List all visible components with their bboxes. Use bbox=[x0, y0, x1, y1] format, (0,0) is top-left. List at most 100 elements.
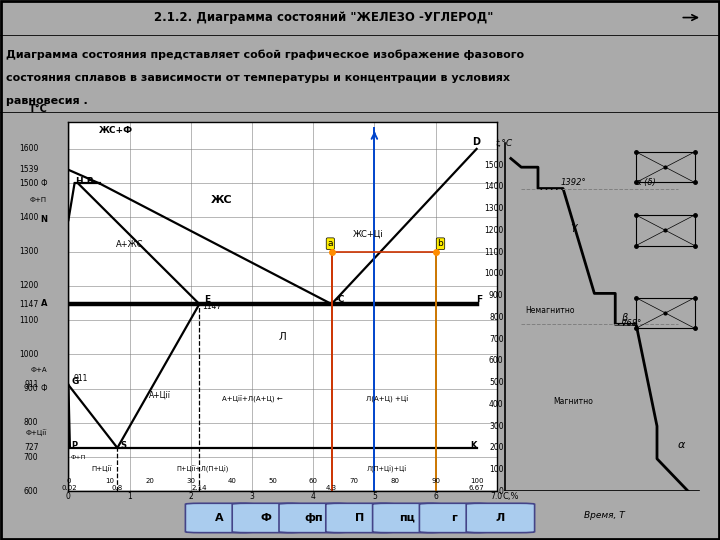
Text: 90: 90 bbox=[431, 478, 441, 484]
Text: Л: Л bbox=[279, 332, 287, 342]
Text: D: D bbox=[472, 137, 481, 147]
FancyBboxPatch shape bbox=[279, 503, 347, 532]
Text: 50: 50 bbox=[268, 478, 277, 484]
Text: 768°: 768° bbox=[621, 319, 642, 328]
Text: 1400: 1400 bbox=[484, 183, 503, 191]
Text: Л(П+Ці)+Ці: Л(П+Ці)+Ці bbox=[366, 465, 407, 473]
Text: 1100: 1100 bbox=[485, 247, 503, 256]
Text: 7.0: 7.0 bbox=[491, 492, 503, 502]
Text: Е: Е bbox=[204, 295, 210, 304]
Text: 2: 2 bbox=[189, 492, 193, 502]
Text: 0: 0 bbox=[66, 492, 71, 502]
FancyBboxPatch shape bbox=[325, 503, 395, 532]
Text: α: α bbox=[678, 440, 685, 450]
FancyBboxPatch shape bbox=[373, 503, 441, 532]
Text: 10: 10 bbox=[104, 478, 114, 484]
Text: Н В: Н В bbox=[76, 177, 94, 186]
Text: равновесия .: равновесия . bbox=[6, 96, 88, 106]
Text: 40: 40 bbox=[228, 478, 236, 484]
Text: 1500: 1500 bbox=[484, 160, 503, 170]
Text: 0.8: 0.8 bbox=[112, 484, 123, 490]
Text: Ф+П: Ф+П bbox=[71, 455, 86, 460]
Text: 1100: 1100 bbox=[19, 316, 38, 325]
Text: П+Ції+Л(П+Ці): П+Ції+Л(П+Ці) bbox=[177, 465, 229, 473]
Text: 0: 0 bbox=[66, 478, 71, 484]
Text: 1392°: 1392° bbox=[561, 178, 586, 187]
Text: 30: 30 bbox=[186, 478, 195, 484]
Text: T°C: T°C bbox=[29, 104, 48, 114]
Text: ЖС+Ф: ЖС+Ф bbox=[99, 126, 133, 134]
Text: 600: 600 bbox=[489, 356, 503, 366]
Text: П: П bbox=[356, 513, 364, 523]
Text: b: b bbox=[438, 239, 444, 248]
Text: 70: 70 bbox=[350, 478, 359, 484]
Text: 900: 900 bbox=[24, 384, 38, 393]
Text: Диаграмма состояния представляет собой графическое изображение фазового: Диаграмма состояния представляет собой г… bbox=[6, 49, 524, 60]
Text: 800: 800 bbox=[24, 418, 38, 427]
Text: 727: 727 bbox=[24, 443, 38, 453]
Text: П+Ції: П+Ції bbox=[92, 465, 112, 472]
Text: 6.67: 6.67 bbox=[469, 484, 485, 490]
Text: 600: 600 bbox=[24, 487, 38, 496]
Text: t,°C: t,°C bbox=[495, 139, 512, 148]
Text: 100: 100 bbox=[470, 478, 483, 484]
Text: Л(А+Ц) +Ці: Л(А+Ц) +Ці bbox=[366, 395, 408, 403]
Text: 0: 0 bbox=[499, 487, 503, 496]
Text: ЖС: ЖС bbox=[210, 195, 233, 205]
Text: 1300: 1300 bbox=[484, 204, 503, 213]
Text: Ф+П: Ф+П bbox=[30, 197, 47, 203]
Text: А: А bbox=[40, 299, 47, 307]
Text: Время, T: Время, T bbox=[585, 511, 625, 520]
Text: 1000: 1000 bbox=[19, 350, 38, 359]
Text: ЖС+Ці: ЖС+Ці bbox=[353, 230, 384, 239]
Text: Ф: Ф bbox=[40, 179, 47, 187]
Text: G: G bbox=[71, 377, 78, 386]
Text: 5: 5 bbox=[372, 492, 377, 502]
Text: 6: 6 bbox=[433, 492, 438, 502]
Text: 1539: 1539 bbox=[19, 165, 38, 174]
Text: γ: γ bbox=[570, 222, 577, 232]
Text: Немагнитно: Немагнитно bbox=[526, 306, 575, 315]
Text: 700: 700 bbox=[489, 335, 503, 343]
Text: 1200: 1200 bbox=[485, 226, 503, 235]
Text: 1400: 1400 bbox=[19, 213, 38, 222]
Text: S: S bbox=[120, 441, 127, 450]
Text: K: K bbox=[470, 441, 477, 450]
Text: 2.1.2. Диаграмма состояний "ЖЕЛЕЗО -УГЛЕРОД": 2.1.2. Диаграмма состояний "ЖЕЛЕЗО -УГЛЕ… bbox=[154, 11, 494, 24]
Text: β: β bbox=[621, 313, 628, 322]
Text: 1500: 1500 bbox=[19, 179, 38, 187]
Text: 80: 80 bbox=[390, 478, 400, 484]
Text: 700: 700 bbox=[24, 453, 38, 462]
Text: 1300: 1300 bbox=[19, 247, 38, 256]
Text: Ф: Ф bbox=[40, 384, 47, 393]
Text: 1600: 1600 bbox=[19, 144, 38, 153]
Text: 300: 300 bbox=[489, 422, 503, 430]
Text: состояния сплавов в зависимости от температуры и концентрации в условиях: состояния сплавов в зависимости от темпе… bbox=[6, 73, 510, 83]
Text: 60: 60 bbox=[309, 478, 318, 484]
Text: а: а bbox=[328, 239, 333, 248]
Text: А+Ції: А+Ції bbox=[149, 391, 171, 400]
Text: Магнитно: Магнитно bbox=[554, 397, 593, 407]
Text: С,%: С,% bbox=[503, 492, 519, 502]
Text: F: F bbox=[477, 295, 482, 304]
Text: 200: 200 bbox=[489, 443, 503, 453]
Text: г: г bbox=[451, 513, 456, 523]
Text: А: А bbox=[215, 513, 224, 523]
Text: Ф+А: Ф+А bbox=[30, 367, 47, 373]
Text: А+Ції+Л(А+Ц) ←: А+Ції+Л(А+Ц) ← bbox=[222, 395, 282, 403]
Text: 1200: 1200 bbox=[19, 281, 38, 291]
Text: 0.02: 0.02 bbox=[62, 484, 78, 490]
Text: 1: 1 bbox=[127, 492, 132, 502]
Text: α (δ): α (δ) bbox=[636, 178, 656, 187]
Text: 500: 500 bbox=[489, 378, 503, 387]
Text: 911: 911 bbox=[73, 374, 88, 383]
FancyBboxPatch shape bbox=[419, 503, 488, 532]
Text: -С: -С bbox=[335, 295, 345, 304]
FancyBboxPatch shape bbox=[185, 503, 253, 532]
Text: 100: 100 bbox=[489, 465, 503, 474]
Text: 20: 20 bbox=[145, 478, 155, 484]
Text: 1147: 1147 bbox=[202, 302, 221, 312]
Text: Ф+Ції: Ф+Ції bbox=[26, 430, 47, 437]
Text: Ф: Ф bbox=[261, 513, 272, 523]
Text: 400: 400 bbox=[489, 400, 503, 409]
